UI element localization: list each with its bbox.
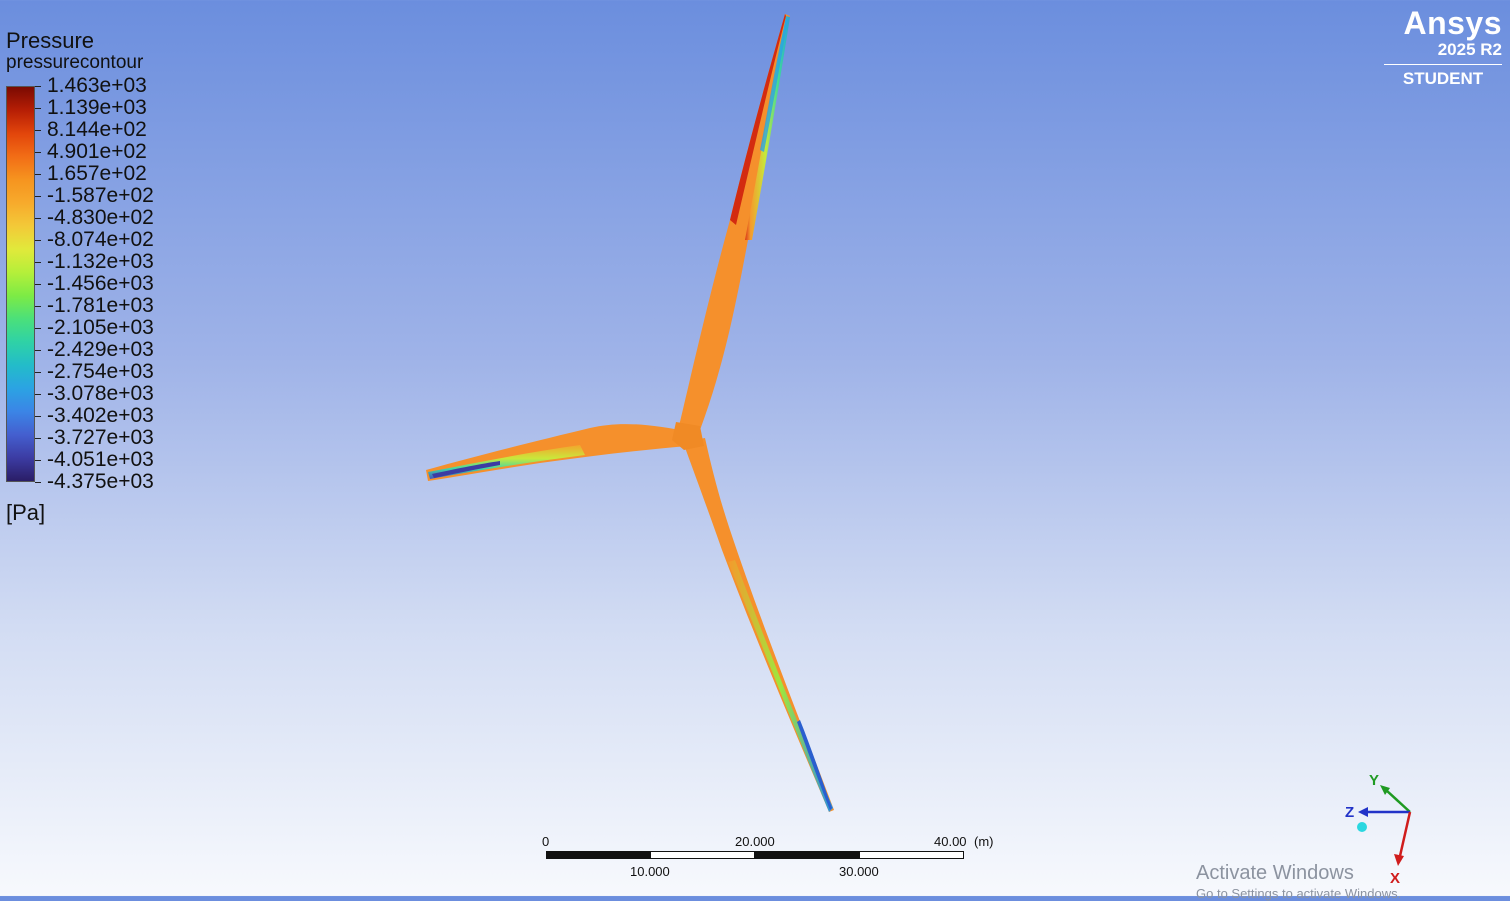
legend-tick-label: -3.078e+03 (47, 382, 154, 405)
legend-tick-mark (35, 218, 41, 219)
legend-tick-mark (35, 394, 41, 395)
legend-tick-mark (35, 460, 41, 461)
scale-label-bottom: 10.000 (630, 864, 670, 879)
legend-tick-label: -2.754e+03 (47, 360, 154, 383)
scale-label-bottom: 30.000 (839, 864, 879, 879)
scale-label-top: 0 (542, 834, 550, 849)
legend-tick-label: 4.901e+02 (47, 140, 147, 163)
legend-tick-mark (35, 152, 41, 153)
axis-triad[interactable] (1357, 785, 1412, 866)
color-legend-bar[interactable] (6, 86, 35, 482)
legend-tick-label: 8.144e+02 (47, 118, 147, 141)
axis-label-x: X (1390, 870, 1401, 887)
legend-tick-label: 1.657e+02 (47, 162, 147, 185)
scale-label-top: 20.000 (735, 834, 775, 849)
legend-tick-mark (35, 328, 41, 329)
legend-tick-label: -2.429e+03 (47, 338, 154, 361)
legend-tick-mark (35, 482, 41, 483)
legend-tick-mark (35, 350, 41, 351)
legend-tick-label: -1.132e+03 (47, 250, 154, 273)
legend-tick-mark (35, 438, 41, 439)
legend-unit: [Pa] (6, 500, 46, 525)
legend-tick-label: -3.402e+03 (47, 404, 154, 427)
blade-bottom (683, 438, 834, 812)
ansys-logo: Ansys 2025 R2 STUDENT (1384, 6, 1502, 89)
legend-tick-label: -8.074e+02 (47, 228, 154, 251)
legend-tick-mark (35, 174, 41, 175)
legend-tick-label: -4.375e+03 (47, 470, 154, 493)
scale-unit: (m) (974, 834, 994, 849)
legend-tick-mark (35, 130, 41, 131)
logo-edition: STUDENT (1402, 69, 1484, 88)
legend-title: Pressure (6, 28, 95, 53)
logo-divider (1384, 64, 1502, 65)
logo-version: 2025 R2 (1437, 40, 1502, 59)
scale-label-top: 40.00 (934, 834, 967, 849)
legend-tick-mark (35, 196, 41, 197)
legend-tick-mark (35, 86, 41, 87)
activation-watermark-subtitle: Go to Settings to activate Windows. (1196, 886, 1402, 901)
logo-brand: Ansys (1403, 5, 1502, 41)
legend-tick-mark (35, 416, 41, 417)
scale-segment (859, 851, 964, 859)
legend-tick-label: -3.727e+03 (47, 426, 154, 449)
legend-tick-label: 1.463e+03 (47, 74, 147, 97)
scale-segment (650, 851, 755, 859)
legend-tick-mark (35, 306, 41, 307)
legend-tick-mark (35, 262, 41, 263)
axis-label-y: Y (1369, 772, 1380, 789)
legend-tick-label: -1.587e+02 (47, 184, 154, 207)
blade-left (426, 424, 690, 481)
legend-tick-label: -2.105e+03 (47, 316, 154, 339)
legend-tick-label: -4.051e+03 (47, 448, 154, 471)
legend-tick-label: -1.456e+03 (47, 272, 154, 295)
legend-tick-label: -1.781e+03 (47, 294, 154, 317)
scale-segment (546, 851, 650, 859)
legend-tick-mark (35, 284, 41, 285)
legend-tick-mark (35, 108, 41, 109)
legend-tick-mark (35, 240, 41, 241)
blade-top (679, 14, 790, 430)
hub (672, 422, 704, 450)
legend-tick-mark (35, 372, 41, 373)
axis-label-z: Z (1345, 804, 1355, 821)
activation-watermark-title: Activate Windows (1196, 862, 1354, 884)
legend-tick-label: 1.139e+03 (47, 96, 147, 119)
scale-segment (755, 851, 859, 859)
legend-contour-name: pressurecontour (6, 52, 144, 73)
legend-tick-label: -4.830e+02 (47, 206, 154, 229)
